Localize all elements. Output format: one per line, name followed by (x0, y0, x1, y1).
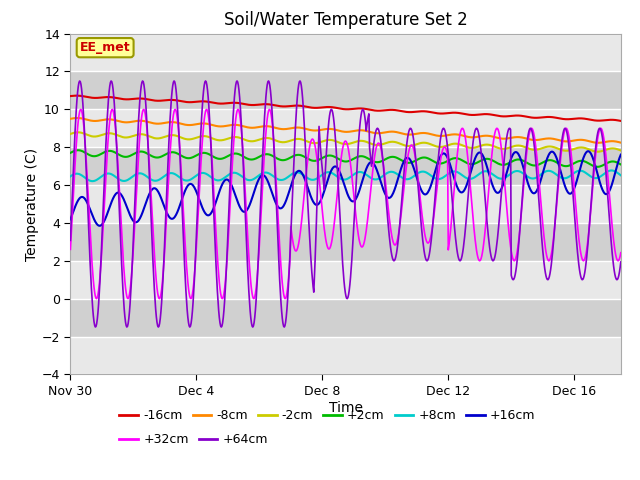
Bar (70, 72, 621, 109)
X-axis label: Time: Time (328, 401, 363, 415)
Bar (70, 185, 621, 223)
Bar (70, 109, 621, 147)
Y-axis label: Temperature (C): Temperature (C) (25, 147, 39, 261)
Legend: +32cm, +64cm: +32cm, +64cm (115, 428, 273, 451)
Bar (70, 336, 621, 374)
Bar (70, 223, 621, 261)
Bar (70, 299, 621, 336)
Bar (70, 34, 621, 72)
Text: EE_met: EE_met (80, 41, 131, 54)
Bar (70, 147, 621, 185)
Bar (70, 261, 621, 299)
Title: Soil/Water Temperature Set 2: Soil/Water Temperature Set 2 (224, 11, 467, 29)
